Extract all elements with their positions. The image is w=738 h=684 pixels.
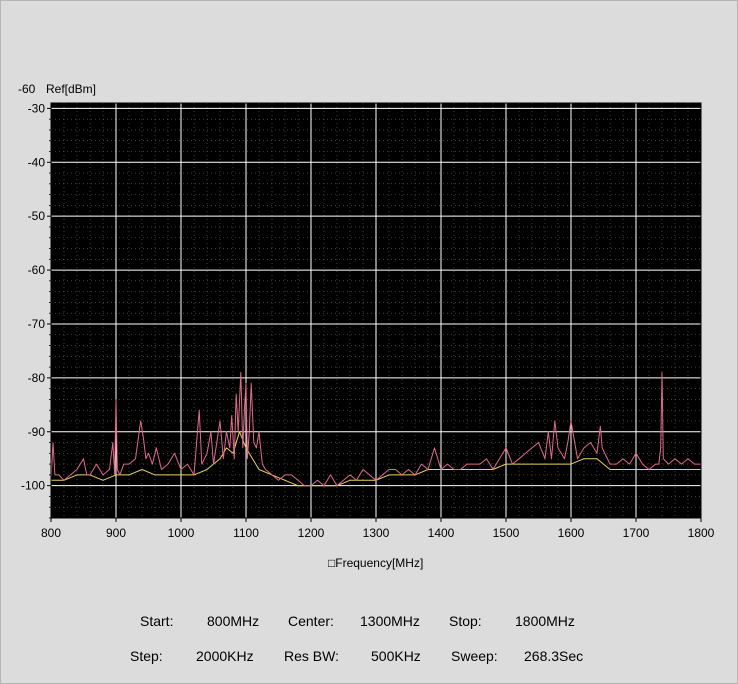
- sweep-label: Sweep:: [451, 648, 498, 664]
- resbw-value: 500KHz: [371, 648, 421, 664]
- x-tick-label: 1500: [493, 526, 520, 540]
- start-value: 800MHz: [207, 613, 260, 629]
- stop-label: Stop:: [449, 613, 482, 629]
- x-tick-label: 1400: [428, 526, 455, 540]
- x-tick-label: 1200: [298, 526, 325, 540]
- legend-marker: □: [328, 556, 336, 570]
- y-tick-label: -30: [28, 101, 46, 115]
- center-value: 1300MHz: [360, 613, 420, 629]
- y-tick-label: -70: [28, 317, 46, 331]
- start-label: Start:: [140, 613, 174, 629]
- y-tick-label: -100: [21, 479, 45, 493]
- x-tick-label: 1100: [233, 526, 259, 540]
- center-label: Center:: [288, 613, 334, 629]
- x-tick-label: 1800: [688, 526, 715, 540]
- x-axis-label: Frequency[MHz]: [335, 556, 424, 570]
- x-axis-legend: □Frequency[MHz]: [328, 556, 423, 570]
- x-tick-label: 1700: [623, 526, 650, 540]
- sweep-value: 268.3Sec: [524, 648, 584, 664]
- y-tick-label: -50: [28, 209, 46, 223]
- step-value: 2000KHz: [196, 648, 254, 664]
- y-tick-label: -60: [28, 263, 46, 277]
- x-tick-label: 1300: [363, 526, 390, 540]
- x-tick-label: 1000: [168, 526, 195, 540]
- x-tick-label: 800: [41, 526, 61, 540]
- ref-label: Ref[dBm]: [46, 82, 97, 96]
- y-tick-label: -80: [28, 371, 46, 385]
- y-tick-label: -90: [28, 425, 46, 439]
- plot-border: [50, 102, 702, 519]
- resbw-label: Res BW:: [284, 648, 339, 664]
- stop-value: 1800MHz: [515, 613, 575, 629]
- trace-series-1: [50, 372, 701, 487]
- x-tick-label: 1600: [558, 526, 585, 540]
- ref-value: -60: [18, 82, 36, 96]
- y-tick-label: -40: [28, 155, 46, 169]
- step-label: Step:: [130, 648, 163, 664]
- x-tick-label: 900: [106, 526, 126, 540]
